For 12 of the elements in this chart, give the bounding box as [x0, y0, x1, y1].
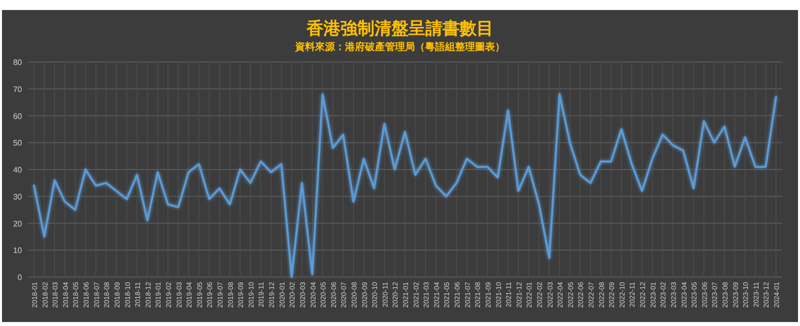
y-tick-label: 60 [13, 112, 23, 121]
line-series [33, 93, 777, 278]
chart-title: 香港強制清盤呈請書數目 [306, 19, 494, 38]
y-tick-label: 0 [18, 273, 23, 282]
y-tick-label: 40 [13, 166, 23, 174]
y-tick-label: 20 [13, 219, 23, 228]
y-tick-label: 80 [13, 58, 23, 67]
y-tick-label: 30 [13, 192, 23, 202]
y-tick-label: 70 [13, 84, 23, 94]
y-tick-label: 10 [13, 246, 23, 256]
y-tick-label: 50 [13, 138, 23, 148]
chart-subtitle: 資料來源：港府破產管理局（粵語組整理圖表） [294, 41, 505, 53]
